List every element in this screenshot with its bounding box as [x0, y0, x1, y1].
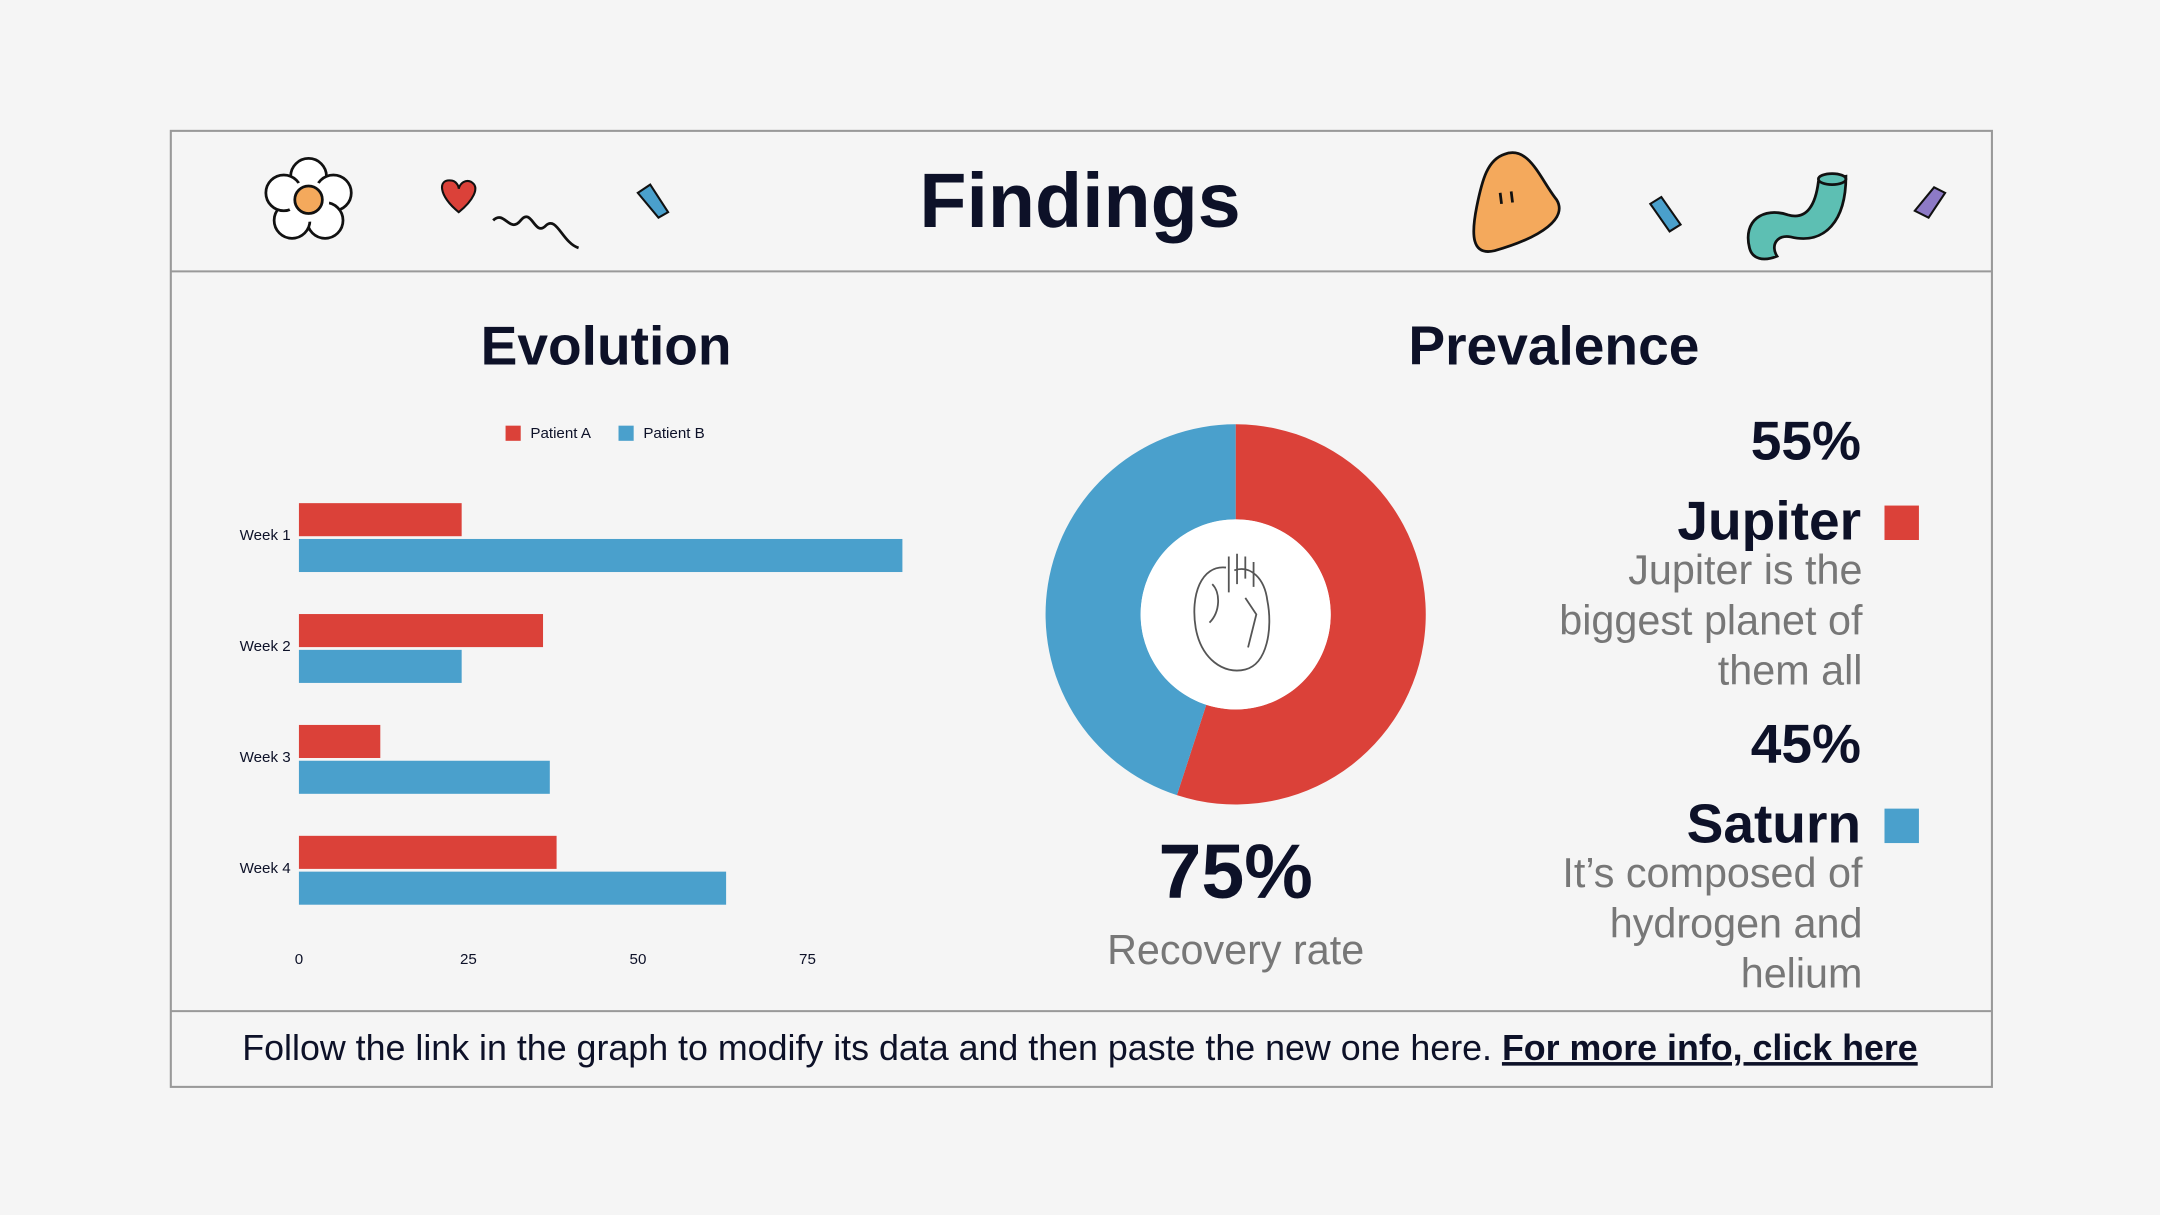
tube-doodle: [1648, 195, 1683, 233]
y-tick-label: Week 1: [240, 527, 291, 544]
x-tick-label: 0: [295, 951, 303, 968]
bar: [298, 760, 550, 794]
tube-doodle: [1913, 186, 1947, 219]
legend-description: them all: [1718, 648, 1863, 694]
bar: [298, 835, 557, 869]
footer-text: Follow the link in the graph to modify i…: [242, 1029, 1917, 1069]
chart-title: Evolution: [481, 314, 732, 376]
blob-doodle: [1472, 151, 1561, 253]
donut-slice: [1176, 424, 1426, 805]
y-tick-label: Week 4: [240, 860, 291, 877]
legend-description: Jupiter is the: [1628, 547, 1862, 593]
legend-swatch: [1884, 505, 1919, 540]
blob-face: [1498, 191, 1514, 205]
worm-mouth: [1816, 172, 1848, 186]
center-label: Recovery rate: [1107, 927, 1364, 973]
heart-icon: [1193, 553, 1271, 672]
x-tick-label: 75: [799, 951, 816, 968]
bar: [298, 649, 462, 683]
heart-doodle: [441, 179, 477, 214]
donut-slice: [1045, 424, 1236, 796]
legend-description: hydrogen and: [1610, 900, 1863, 946]
bar: [298, 724, 381, 758]
donut-hole: [1140, 519, 1331, 710]
x-tick-label: 25: [460, 951, 477, 968]
y-tick-label: Week 2: [240, 638, 291, 655]
footer-note: Follow the link in the graph to modify i…: [242, 1029, 1492, 1069]
x-tick-label: 50: [630, 951, 647, 968]
frame: [169, 129, 1993, 1088]
legend-swatch: [505, 425, 521, 441]
legend-label: Patient B: [643, 425, 704, 442]
legend-label: Patient A: [530, 425, 592, 442]
worm-doodle: [1746, 174, 1848, 261]
flower-doodle: [264, 157, 353, 240]
y-tick-label: Week 3: [240, 749, 291, 766]
center-value: 75%: [1158, 829, 1312, 915]
legend-swatch: [1884, 808, 1919, 844]
legend-label: Saturn: [1687, 792, 1861, 854]
value-label: 55%: [1751, 410, 1861, 472]
legend-description: biggest planet of: [1559, 597, 1863, 643]
page-title: Findings: [919, 158, 1240, 244]
chart-title: Prevalence: [1408, 314, 1699, 376]
value-label: 45%: [1751, 713, 1861, 775]
bar: [298, 614, 544, 648]
bar: [298, 538, 903, 573]
bar: [298, 871, 727, 905]
legend-label: Jupiter: [1677, 489, 1861, 551]
legend-description: helium: [1741, 951, 1863, 997]
legend-description: It’s composed of: [1562, 850, 1863, 896]
info-link[interactable]: For more info, click here: [1502, 1029, 1918, 1069]
tube-doodle: [636, 183, 670, 219]
bar: [298, 503, 462, 537]
squiggle-doodle: [492, 215, 580, 250]
legend-swatch: [618, 425, 634, 441]
